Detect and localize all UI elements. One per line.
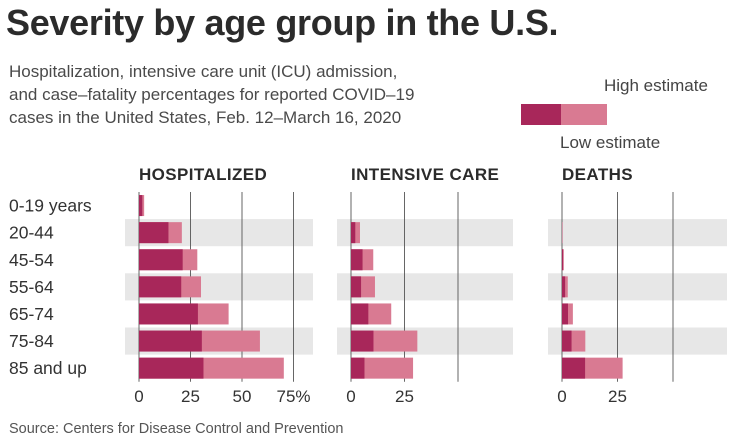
bar-low-estimate (562, 276, 566, 298)
bar-low-estimate (139, 249, 183, 271)
bar-low-estimate (139, 330, 202, 352)
tick-label: 50 (233, 387, 252, 406)
category-label: 20-44 (9, 223, 54, 243)
chart-source: Source: Centers for Disease Control and … (9, 421, 344, 437)
bar-high-estimate (351, 222, 360, 244)
bar-low-estimate (562, 249, 564, 271)
subtitle-line: Hospitalization, intensive care unit (IC… (9, 62, 398, 81)
tick-label: 75% (276, 387, 310, 406)
category-label: 75-84 (9, 331, 54, 351)
legend-low-estimate-label: Low estimate (560, 133, 661, 152)
chart-title: Severity by age group in the U.S. (6, 2, 559, 43)
panel-title: HOSPITALIZED (139, 165, 267, 184)
category-label: 55-64 (9, 277, 54, 297)
bar-low-estimate (351, 330, 374, 352)
bar-low-estimate (562, 357, 586, 379)
bar-low-estimate (562, 330, 572, 352)
bar-low-estimate (351, 276, 362, 298)
tick-label: 25 (608, 387, 627, 406)
tick-label: 0 (134, 387, 143, 406)
bar-low-estimate (139, 276, 182, 298)
legend-high-estimate-label: High estimate (604, 76, 708, 95)
bar-low-estimate (351, 303, 369, 325)
bar-low-estimate (139, 222, 169, 244)
row-band (548, 273, 727, 301)
bar-high-estimate (351, 357, 414, 379)
bar-low-estimate (139, 303, 198, 325)
tick-label: 25 (181, 387, 200, 406)
category-label: 85 and up (9, 358, 87, 378)
subtitle-line: cases in the United States, Feb. 12–Marc… (9, 108, 402, 127)
subtitle-line: and case–fatality percentages for report… (9, 85, 415, 104)
row-band (548, 219, 727, 247)
category-label: 65-74 (9, 304, 54, 324)
bar-low-estimate (139, 195, 143, 217)
bar-low-estimate (351, 249, 363, 271)
bar-low-estimate (562, 303, 568, 325)
tick-label: 0 (557, 387, 566, 406)
tick-label: 25 (395, 387, 414, 406)
chart-subtitle: Hospitalization, intensive care unit (IC… (9, 60, 479, 129)
row-band (337, 219, 513, 247)
legend-low-swatch (521, 104, 561, 125)
tick-label: 0 (346, 387, 355, 406)
category-label: 45-54 (9, 250, 54, 270)
bar-low-estimate (351, 357, 365, 379)
category-label: 0-19 years (9, 196, 92, 216)
panel-title: INTENSIVE CARE (351, 165, 499, 184)
bar-low-estimate (139, 357, 204, 379)
panel-title: DEATHS (562, 165, 633, 184)
bar-low-estimate (351, 222, 356, 244)
